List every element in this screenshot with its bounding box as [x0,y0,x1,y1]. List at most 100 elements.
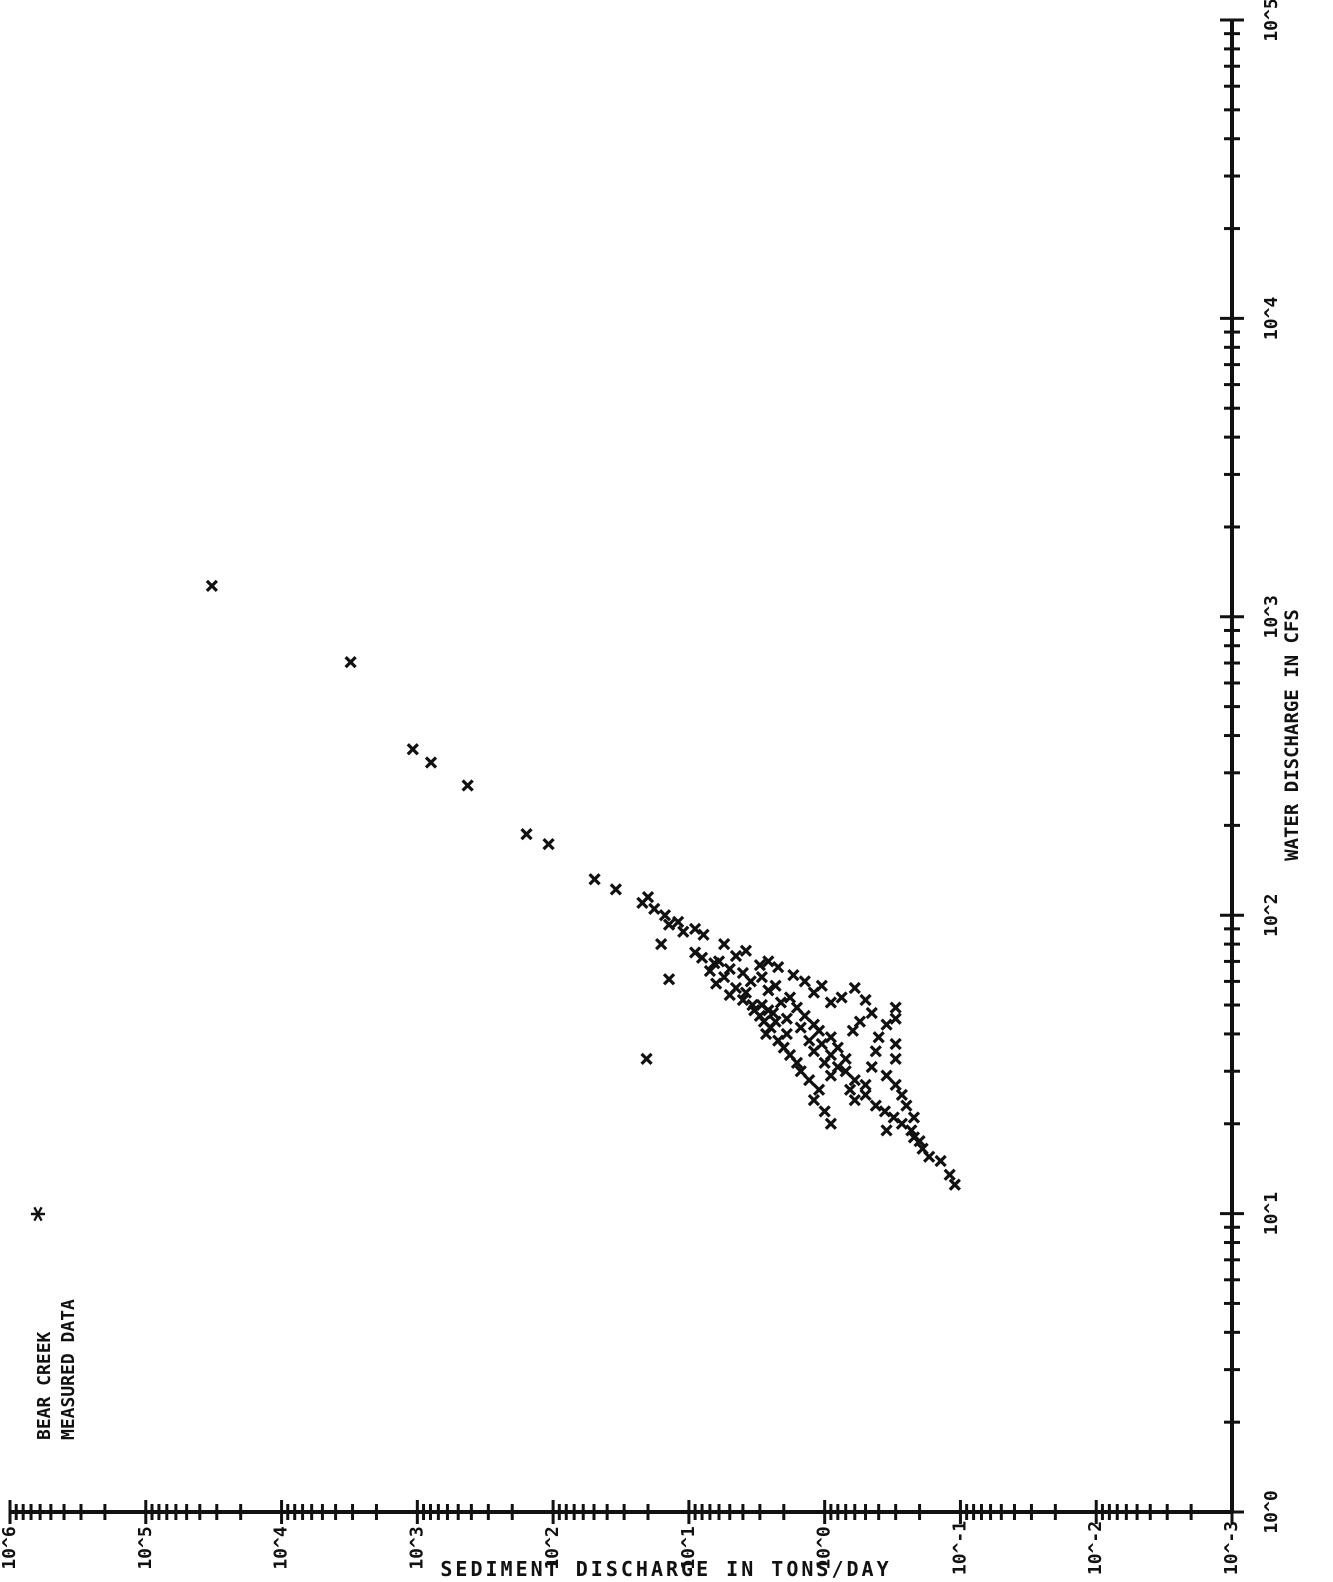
y-tick-label: 10^0 [814,1526,835,1569]
data-point [900,1099,913,1112]
data-point [895,1088,909,1101]
data-point [723,988,736,1002]
data-point [762,984,775,997]
data-point [865,1006,878,1020]
data-point [818,1105,831,1118]
data-point [880,1124,893,1137]
data-point [824,1069,838,1082]
data-point [812,1024,826,1037]
data-point [710,977,723,990]
x-tick-label: 10^0 [1261,1490,1282,1533]
data-point [846,1024,859,1037]
data-point [923,1150,936,1163]
data-point [787,968,800,982]
data-point [641,890,655,904]
data-point [759,1027,773,1041]
data-point [783,991,797,1004]
data-point [905,1124,918,1137]
data-point [889,1001,902,1014]
data-point [872,1031,885,1044]
y-tick-label: 10^1 [678,1526,699,1569]
data-point [205,579,219,592]
data-point [424,756,438,769]
data-point [697,928,710,941]
data-point [739,986,753,999]
data-point [588,873,601,886]
data-point [895,1117,909,1130]
data-point [794,1021,807,1034]
legend: * BEAR CREEK MEASURED DATA [27,1205,80,1440]
data-point [769,979,782,992]
data-point [688,922,702,935]
data-point [723,962,736,976]
x-tick-label: 10^2 [1261,894,1282,937]
data-point [662,973,676,986]
data-point [780,1012,793,1025]
axes [10,20,1234,1514]
data-point [843,1083,857,1096]
data-point [803,1034,816,1047]
data-point [934,1154,947,1168]
legend-line-1: BEAR CREEK [34,1331,55,1440]
x-axis-label: WATER DISCHARGE IN CFS [1281,609,1303,861]
data-point [542,838,555,851]
x-tick-label: 10^5 [1261,0,1282,42]
data-point [695,951,709,964]
y-tick-label: 10^-3 [1221,1521,1242,1575]
data-point [878,1105,892,1118]
data-point [703,964,717,978]
data-point [943,1168,956,1181]
data-point [824,1031,838,1044]
data-point [753,959,767,972]
data-point [839,1065,852,1078]
data-point [344,655,357,669]
data-point [880,1069,893,1082]
y-tick-label: 10^-2 [1085,1521,1106,1575]
data-point [755,971,769,984]
x-tick-label: 10^3 [1261,595,1282,638]
data-point [848,1094,861,1107]
data-point [744,975,757,988]
data-point [869,1099,882,1112]
data-point [774,996,788,1009]
y-tick-label: 10^2 [542,1526,563,1569]
data-point [824,996,838,1009]
axis-ticks [8,18,1244,1524]
legend-marker: * [27,1205,62,1223]
y-tick-label: 10^4 [271,1526,292,1570]
data-point [807,1094,821,1107]
y-axis-label: SEDIMENT DISCHARGE IN TONS/DAY [440,1557,891,1581]
data-point [708,957,721,970]
data-point [913,1134,926,1148]
data-point [889,1078,902,1092]
data-point [818,1056,831,1069]
data-point [859,993,872,1007]
y-tick-label: 10^5 [135,1526,156,1569]
data-point [655,937,668,951]
data-point [794,1065,807,1078]
legend-line-2: MEASURED DATA [58,1299,79,1440]
y-tick-label: 10^6 [0,1526,20,1569]
data-point [812,1083,826,1096]
data-point [859,1088,872,1101]
data-point [803,1074,816,1087]
data-point [406,743,419,756]
data-point [461,779,474,792]
data-point [609,883,622,896]
data-point [889,1012,902,1025]
data-point [672,915,685,928]
data-point [824,1117,838,1130]
data-point [766,1006,780,1020]
data-point [807,1045,821,1058]
data-points [205,579,961,1191]
data-point [948,1178,961,1191]
data-point [889,1052,902,1066]
data-point [798,1009,811,1022]
data-point [772,960,785,974]
y-tick-label: 10^3 [406,1526,427,1569]
data-point [662,918,676,931]
data-point [640,1052,653,1066]
data-point [739,944,753,957]
data-point [718,937,731,951]
